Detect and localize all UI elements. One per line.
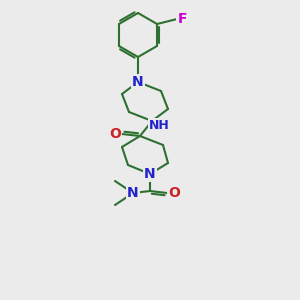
Text: N: N (144, 167, 156, 181)
Text: N: N (127, 186, 139, 200)
Text: NH: NH (148, 119, 170, 132)
Text: N: N (132, 75, 144, 89)
Text: O: O (168, 186, 180, 200)
Text: O: O (109, 127, 121, 141)
Text: F: F (177, 12, 187, 26)
